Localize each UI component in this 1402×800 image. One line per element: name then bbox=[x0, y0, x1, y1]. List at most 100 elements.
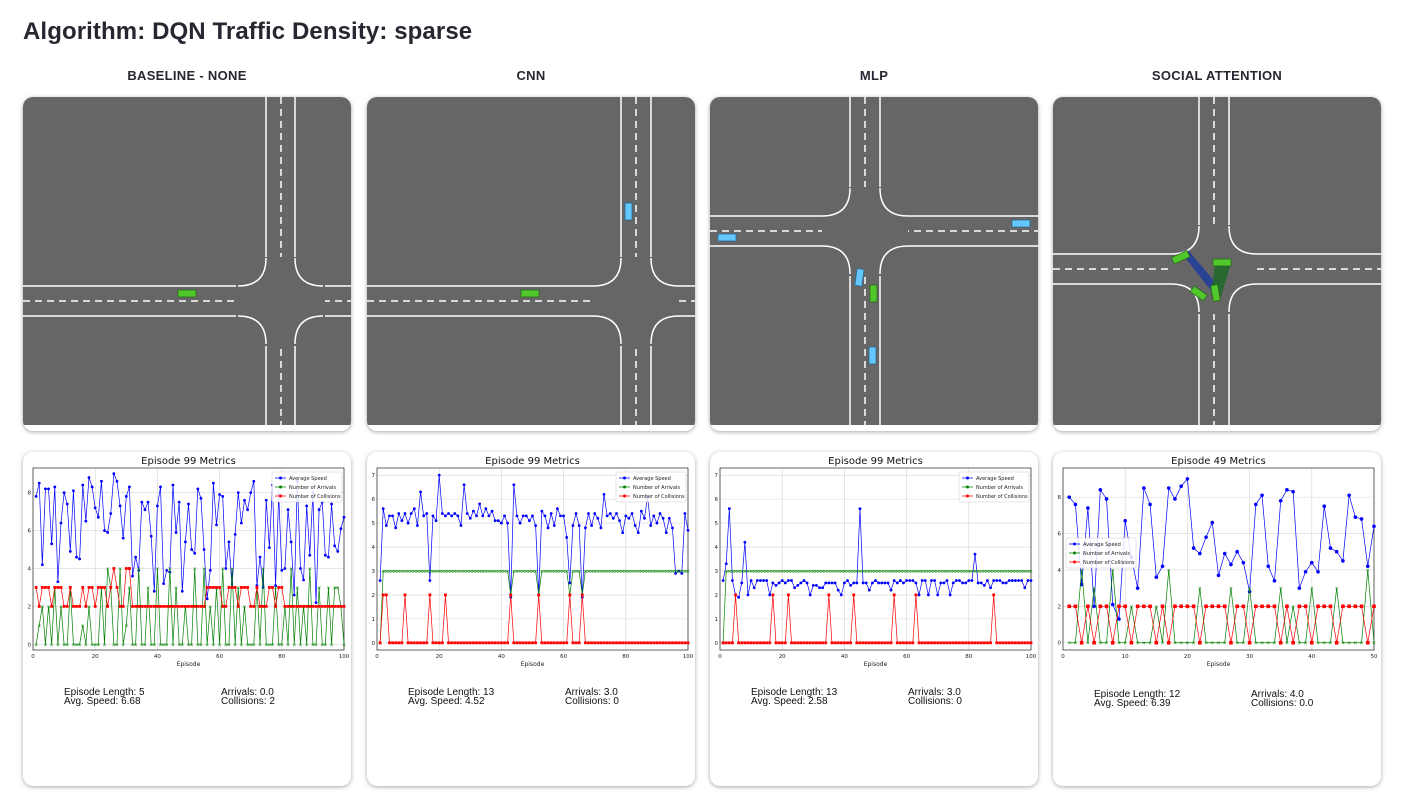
x-tick-label: 40 bbox=[1308, 654, 1315, 660]
data-point bbox=[431, 641, 435, 645]
data-point bbox=[339, 527, 343, 531]
data-point bbox=[1001, 581, 1005, 585]
data-point bbox=[883, 581, 887, 585]
data-point bbox=[478, 641, 482, 645]
data-point bbox=[87, 586, 91, 589]
data-point bbox=[1204, 604, 1208, 609]
data-point bbox=[1104, 497, 1109, 501]
data-point: × bbox=[614, 569, 618, 575]
data-point bbox=[855, 581, 859, 585]
data-point bbox=[78, 604, 82, 608]
data-point bbox=[1173, 604, 1177, 609]
data-point bbox=[652, 641, 656, 645]
data-point bbox=[1260, 493, 1264, 498]
data-point: × bbox=[261, 566, 265, 572]
data-point bbox=[849, 583, 853, 587]
y-tick-label: 0 bbox=[28, 642, 32, 648]
data-point: × bbox=[1136, 641, 1140, 647]
episode-stats: Episode Length: 12 Arrivals: 4.0 Avg. Spe… bbox=[1094, 690, 1364, 709]
data-point bbox=[47, 487, 50, 491]
data-point: × bbox=[124, 623, 128, 629]
data-point bbox=[976, 641, 980, 645]
data-point: × bbox=[898, 569, 902, 575]
data-point: × bbox=[1007, 569, 1011, 575]
data-point bbox=[422, 514, 426, 518]
data-point: × bbox=[233, 642, 237, 648]
data-point bbox=[211, 481, 215, 485]
data-point bbox=[299, 604, 302, 608]
data-point bbox=[134, 604, 138, 608]
data-point bbox=[146, 500, 150, 504]
data-point bbox=[1166, 640, 1171, 645]
data-point bbox=[724, 562, 728, 566]
data-point bbox=[177, 500, 181, 504]
data-point bbox=[211, 586, 215, 589]
data-point bbox=[140, 500, 144, 504]
data-point bbox=[768, 641, 772, 645]
data-point bbox=[146, 604, 150, 608]
data-point bbox=[286, 604, 290, 608]
data-point: × bbox=[115, 642, 119, 648]
data-point: × bbox=[406, 569, 410, 575]
y-tick-label: 6 bbox=[1058, 532, 1062, 538]
plot-frame bbox=[719, 467, 1032, 651]
data-point bbox=[425, 641, 429, 645]
y-tick-label: 8 bbox=[1058, 495, 1062, 501]
data-point: × bbox=[465, 569, 469, 575]
y-tick-label: 6 bbox=[715, 497, 719, 503]
data-point bbox=[574, 512, 578, 515]
data-point bbox=[87, 476, 91, 479]
data-point bbox=[780, 641, 784, 645]
data-point bbox=[521, 641, 525, 645]
data-point bbox=[933, 579, 936, 582]
data-point bbox=[444, 514, 447, 518]
data-point bbox=[75, 604, 78, 608]
intersection-scene bbox=[710, 97, 1038, 425]
data-point: × bbox=[149, 642, 153, 648]
data-point bbox=[808, 593, 812, 597]
data-point: × bbox=[446, 569, 450, 575]
data-point bbox=[827, 581, 831, 585]
data-point: × bbox=[502, 569, 506, 575]
data-point bbox=[208, 568, 212, 572]
data-point bbox=[552, 641, 556, 645]
data-point bbox=[630, 512, 634, 515]
arrivals: Arrivals: 3.0 bbox=[908, 687, 961, 698]
data-point bbox=[274, 604, 277, 608]
data-point bbox=[336, 604, 340, 608]
data-point bbox=[416, 524, 419, 527]
data-point: × bbox=[727, 569, 731, 575]
data-point: × bbox=[177, 642, 181, 648]
data-point: × bbox=[409, 569, 413, 575]
data-point: × bbox=[130, 642, 134, 648]
data-point bbox=[571, 641, 575, 645]
data-point: × bbox=[162, 642, 166, 648]
legend-box bbox=[1065, 537, 1137, 569]
x-tick-label: 20 bbox=[92, 654, 99, 660]
data-point bbox=[895, 581, 899, 585]
data-point: × bbox=[264, 642, 268, 648]
data-point: × bbox=[555, 569, 559, 575]
data-point bbox=[1142, 486, 1146, 490]
data-point: × bbox=[221, 566, 225, 572]
data-point: × bbox=[50, 642, 54, 648]
data-point: × bbox=[43, 642, 47, 648]
data-point: × bbox=[1092, 586, 1096, 592]
data-point: × bbox=[462, 569, 466, 575]
data-point bbox=[967, 579, 971, 582]
data-point: × bbox=[796, 569, 800, 575]
x-tick-label: 0 bbox=[375, 654, 379, 660]
x-axis-label: Episode bbox=[521, 661, 545, 668]
data-point: × bbox=[608, 569, 612, 575]
data-point: × bbox=[295, 585, 299, 591]
legend-label: Average Speed bbox=[1083, 542, 1121, 548]
data-point: × bbox=[845, 569, 849, 575]
data-point bbox=[621, 531, 625, 535]
scene-card-cnn bbox=[367, 97, 695, 431]
data-point bbox=[478, 502, 482, 506]
data-point: × bbox=[636, 569, 640, 575]
data-point: × bbox=[923, 569, 927, 575]
data-point: × bbox=[755, 569, 759, 575]
data-point bbox=[643, 641, 646, 645]
data-point bbox=[37, 604, 41, 608]
